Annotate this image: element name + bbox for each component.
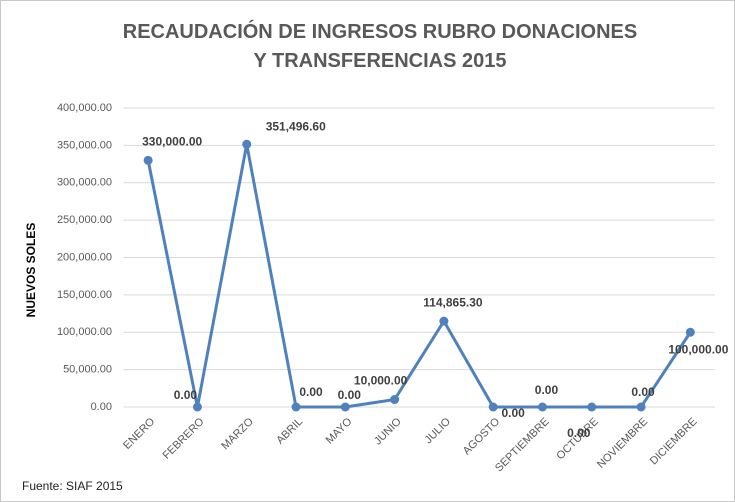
- y-tick-label: 0.00: [91, 401, 112, 413]
- y-axis-label: NUEVOS SOLES: [24, 223, 38, 318]
- y-tick-label: 50,000.00: [63, 364, 112, 376]
- data-label: 0.00: [502, 406, 526, 420]
- data-point: [143, 155, 153, 165]
- data-label: 351,496.60: [266, 119, 326, 133]
- data-label: 0.00: [338, 388, 362, 402]
- x-tick-label: MARZO: [219, 415, 256, 452]
- data-point: [439, 316, 449, 326]
- data-point: [390, 395, 400, 405]
- y-tick-label: 350,000.00: [57, 139, 112, 151]
- data-point: [291, 402, 301, 412]
- y-tick-label: 300,000.00: [57, 177, 112, 189]
- x-tick-label: ABRIL: [274, 416, 305, 447]
- x-tick-label: AGOSTO: [461, 415, 503, 457]
- series-line: [146, 143, 692, 409]
- x-tick-label: NOVIEMBRE: [595, 416, 650, 471]
- x-tick-label: FEBRERO: [161, 415, 207, 461]
- data-label: 0.00: [631, 385, 655, 399]
- x-tick-label: MAYO: [324, 415, 355, 446]
- x-tick-label: ENERO: [121, 415, 157, 451]
- data-point: [192, 402, 202, 412]
- y-tick-label: 250,000.00: [57, 214, 112, 226]
- data-point: [636, 402, 646, 412]
- y-tick-label: 150,000.00: [57, 289, 112, 301]
- y-tick-label: 400,000.00: [57, 102, 112, 114]
- data-label: 100,000.00: [668, 342, 728, 356]
- data-point: [488, 402, 498, 412]
- x-tick-label: DICIEMBRE: [648, 416, 700, 468]
- data-point: [242, 139, 252, 149]
- data-point: [340, 402, 350, 412]
- data-point: [537, 402, 547, 412]
- data-label: 10,000.00: [354, 374, 408, 388]
- data-point: [587, 402, 597, 412]
- y-tick-label: 100,000.00: [57, 326, 112, 338]
- data-label: 0.00: [567, 426, 591, 440]
- x-tick-label: JUNIO: [372, 415, 404, 447]
- y-tick-label: 200,000.00: [57, 251, 112, 263]
- data-label: 0.00: [299, 385, 323, 399]
- data-label: 0.00: [174, 388, 198, 402]
- data-point: [685, 327, 695, 337]
- data-label: 114,865.30: [423, 295, 483, 309]
- data-label: 330,000.00: [142, 134, 202, 148]
- source: Fuente: SIAF 2015: [22, 479, 123, 493]
- data-label: 0.00: [535, 383, 559, 397]
- x-tick-label: JULIO: [423, 415, 454, 446]
- chart-title: RECAUDACIÓN DE INGRESOS RUBRO DONACIONES…: [122, 21, 638, 72]
